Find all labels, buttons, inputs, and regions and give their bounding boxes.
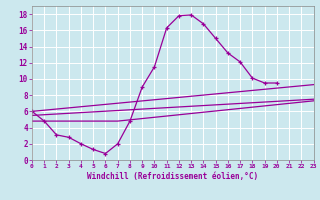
X-axis label: Windchill (Refroidissement éolien,°C): Windchill (Refroidissement éolien,°C) [87,172,258,181]
